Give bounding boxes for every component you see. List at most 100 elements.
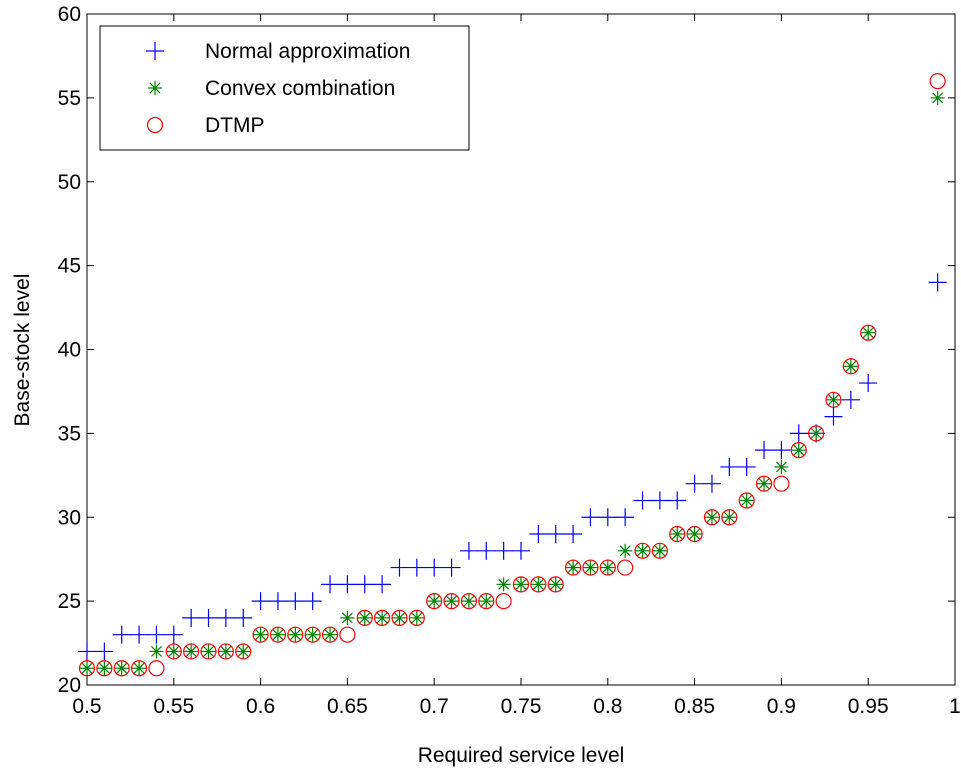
circle-outline: [408, 609, 425, 627]
asterisk-stroke: [359, 612, 371, 624]
data-point: [841, 390, 860, 409]
data-point: [288, 627, 303, 642]
data-point: [651, 542, 668, 559]
circle-outline: [651, 542, 668, 559]
y-tick-label: 40: [58, 339, 81, 362]
data-point: [374, 609, 391, 627]
legend-marker: [148, 81, 162, 95]
data-point: [512, 576, 530, 593]
data-point: [304, 626, 321, 643]
data-point: [390, 558, 409, 577]
data-point: [582, 559, 599, 576]
series-1: [78, 273, 947, 661]
asterisk-stroke: [498, 578, 510, 590]
asterisk-stroke: [289, 629, 301, 641]
circle-outline: [356, 609, 373, 627]
data-point: [650, 491, 669, 510]
data-point: [114, 661, 129, 676]
data-point: [652, 543, 667, 558]
asterisk-stroke: [671, 528, 683, 540]
data-point: [409, 610, 424, 625]
data-point: [444, 594, 459, 609]
y-tick-label: 30: [58, 506, 81, 529]
data-point: [182, 608, 201, 627]
asterisk-stroke: [654, 545, 666, 557]
data-point: [512, 541, 530, 560]
legend-marker: [146, 42, 164, 60]
legend-label: Normal approximation: [205, 40, 410, 63]
asterisk-stroke: [602, 562, 614, 573]
asterisk-stroke: [463, 595, 475, 607]
data-point: [581, 508, 600, 527]
data-point: [183, 643, 200, 660]
data-point: [78, 660, 96, 677]
y-axis-label: Base-stock level: [11, 274, 34, 427]
data-point: [809, 426, 824, 441]
data-point: [930, 90, 945, 105]
circle-outline: [617, 559, 634, 576]
data-point: [825, 391, 842, 408]
data-point: [929, 72, 946, 90]
data-point: [425, 558, 444, 577]
circle-outline: [78, 660, 96, 677]
y-tick-label: 60: [58, 3, 81, 26]
data-point: [391, 609, 408, 627]
circle-outline: [738, 492, 755, 509]
data-point: [443, 593, 460, 610]
data-point: [808, 425, 825, 442]
circle-outline: [287, 626, 304, 643]
data-point: [80, 661, 94, 676]
data-point: [459, 541, 478, 560]
data-point: [859, 374, 878, 393]
data-point: [668, 491, 687, 510]
data-point: [634, 542, 651, 559]
x-tick-label: 0.75: [501, 695, 542, 718]
asterisk-stroke: [151, 646, 162, 657]
circle-outline: [443, 593, 460, 610]
data-point: [166, 644, 181, 659]
data-point: [598, 508, 617, 527]
circle-outline: [426, 593, 443, 610]
data-point: [132, 661, 147, 676]
data-point: [199, 608, 218, 627]
asterisk-stroke: [185, 646, 197, 657]
data-point: [323, 627, 338, 642]
data-point: [739, 493, 754, 508]
data-point: [686, 525, 703, 543]
data-point: [201, 644, 216, 659]
asterisk-stroke: [255, 629, 267, 641]
data-point: [112, 625, 131, 644]
data-point: [546, 525, 565, 544]
data-point: [478, 593, 495, 610]
asterisk-stroke: [793, 444, 805, 456]
data-point: [373, 575, 392, 594]
circle-outline: [183, 643, 200, 660]
data-point: [96, 660, 113, 677]
y-tick-label: 45: [58, 255, 81, 278]
asterisk-stroke: [149, 82, 161, 94]
data-point: [774, 459, 789, 474]
circle-outline: [130, 660, 148, 677]
data-point: [236, 644, 251, 659]
asterisk-stroke: [324, 629, 336, 641]
asterisk-stroke: [723, 511, 735, 523]
circle-outline: [148, 660, 165, 677]
asterisk-stroke: [845, 360, 857, 372]
data-point: [392, 610, 407, 625]
data-point: [720, 457, 739, 476]
data-point: [407, 558, 426, 577]
data-point: [599, 559, 616, 576]
asterisk-stroke: [237, 646, 249, 657]
data-point: [685, 474, 704, 493]
circle-outline: [564, 559, 582, 576]
y-tick-label: 55: [58, 87, 81, 110]
y-tick-label: 20: [58, 674, 81, 697]
data-point: [703, 509, 721, 526]
data-point: [755, 475, 773, 492]
asterisk-stroke: [168, 646, 180, 657]
circle-outline: [512, 576, 530, 593]
y-tick-label: 35: [58, 422, 81, 445]
data-point: [200, 643, 217, 660]
data-point: [113, 660, 130, 677]
